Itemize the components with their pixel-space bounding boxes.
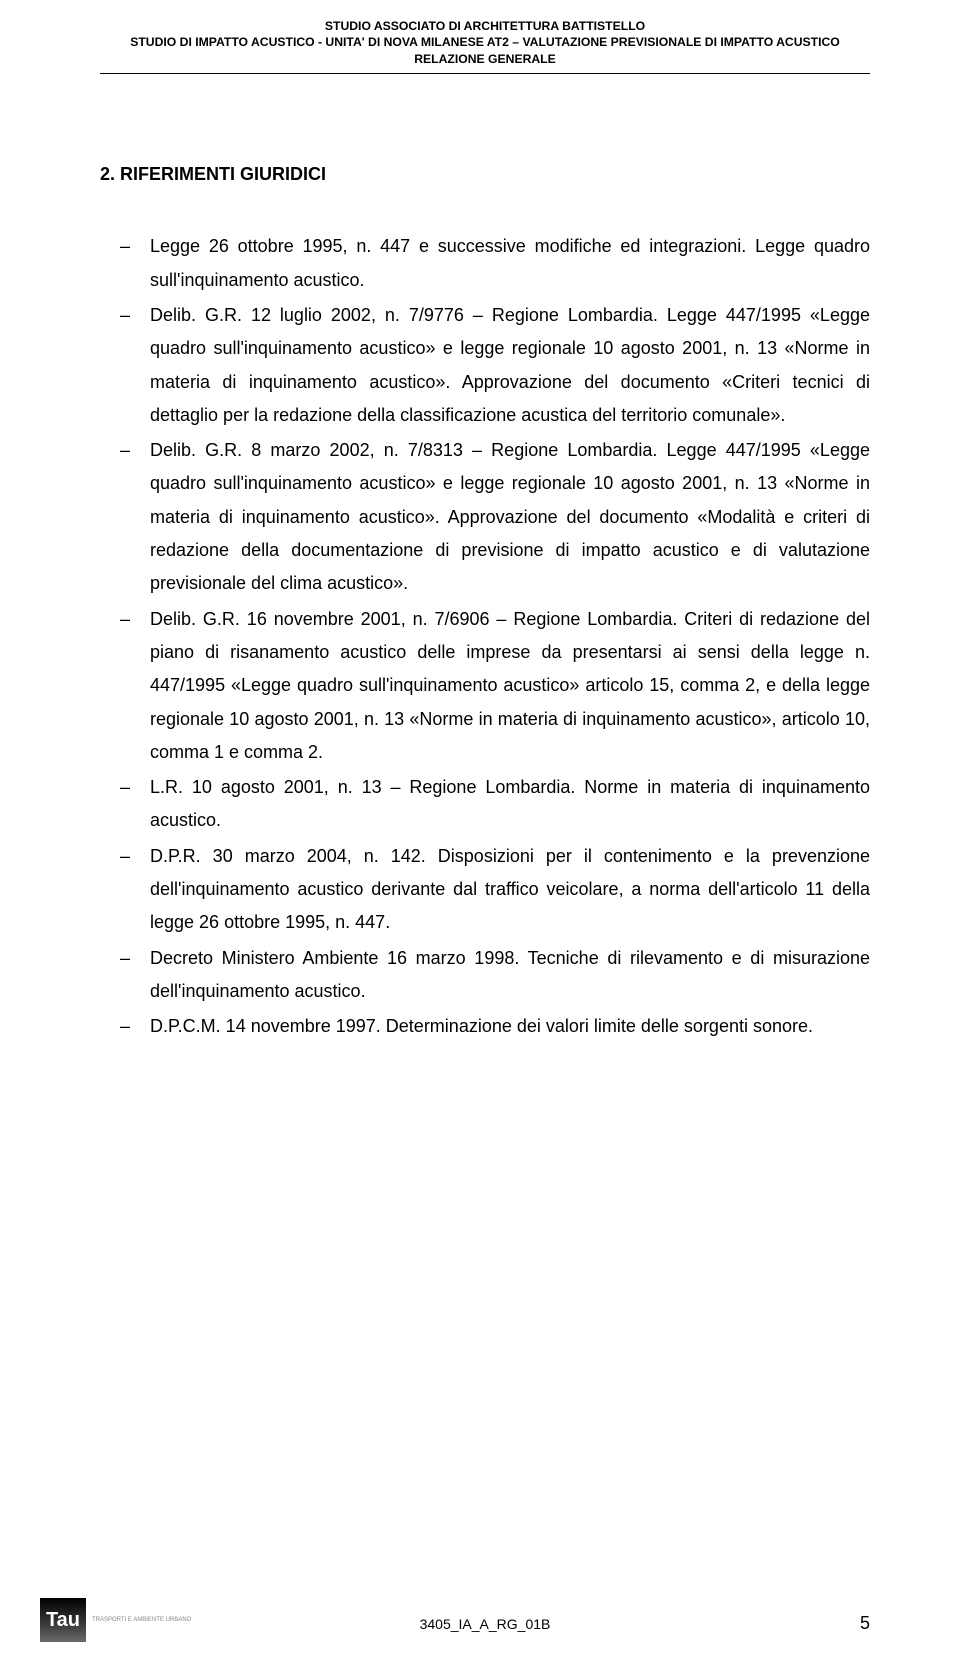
document-page: STUDIO ASSOCIATO DI ARCHITETTURA BATTIST… [0,0,960,1670]
reference-list: Legge 26 ottobre 1995, n. 447 e successi… [100,230,870,1043]
list-item: D.P.C.M. 14 novembre 1997. Determinazion… [150,1010,870,1043]
list-item: L.R. 10 agosto 2001, n. 13 – Regione Lom… [150,771,870,838]
footer-doc-code: 3405_IA_A_RG_01B [100,1616,870,1632]
logo-mark: Tau [40,1598,86,1642]
list-item: Delib. G.R. 8 marzo 2002, n. 7/8313 – Re… [150,434,870,600]
section-title: 2. RIFERIMENTI GIURIDICI [100,164,870,185]
page-header: STUDIO ASSOCIATO DI ARCHITETTURA BATTIST… [100,18,870,74]
header-line-1: STUDIO ASSOCIATO DI ARCHITETTURA BATTIST… [100,18,870,34]
header-line-3: RELAZIONE GENERALE [100,51,870,67]
list-item: Legge 26 ottobre 1995, n. 447 e successi… [150,230,870,297]
list-item: Decreto Ministero Ambiente 16 marzo 1998… [150,942,870,1009]
list-item: Delib. G.R. 12 luglio 2002, n. 7/9776 – … [150,299,870,432]
footer-page-number: 5 [860,1613,870,1634]
list-item: D.P.R. 30 marzo 2004, n. 142. Disposizio… [150,840,870,940]
header-line-2: STUDIO DI IMPATTO ACUSTICO - UNITA' DI N… [100,34,870,50]
page-footer: 3405_IA_A_RG_01B 5 [100,1616,870,1632]
list-item: Delib. G.R. 16 novembre 2001, n. 7/6906 … [150,603,870,769]
